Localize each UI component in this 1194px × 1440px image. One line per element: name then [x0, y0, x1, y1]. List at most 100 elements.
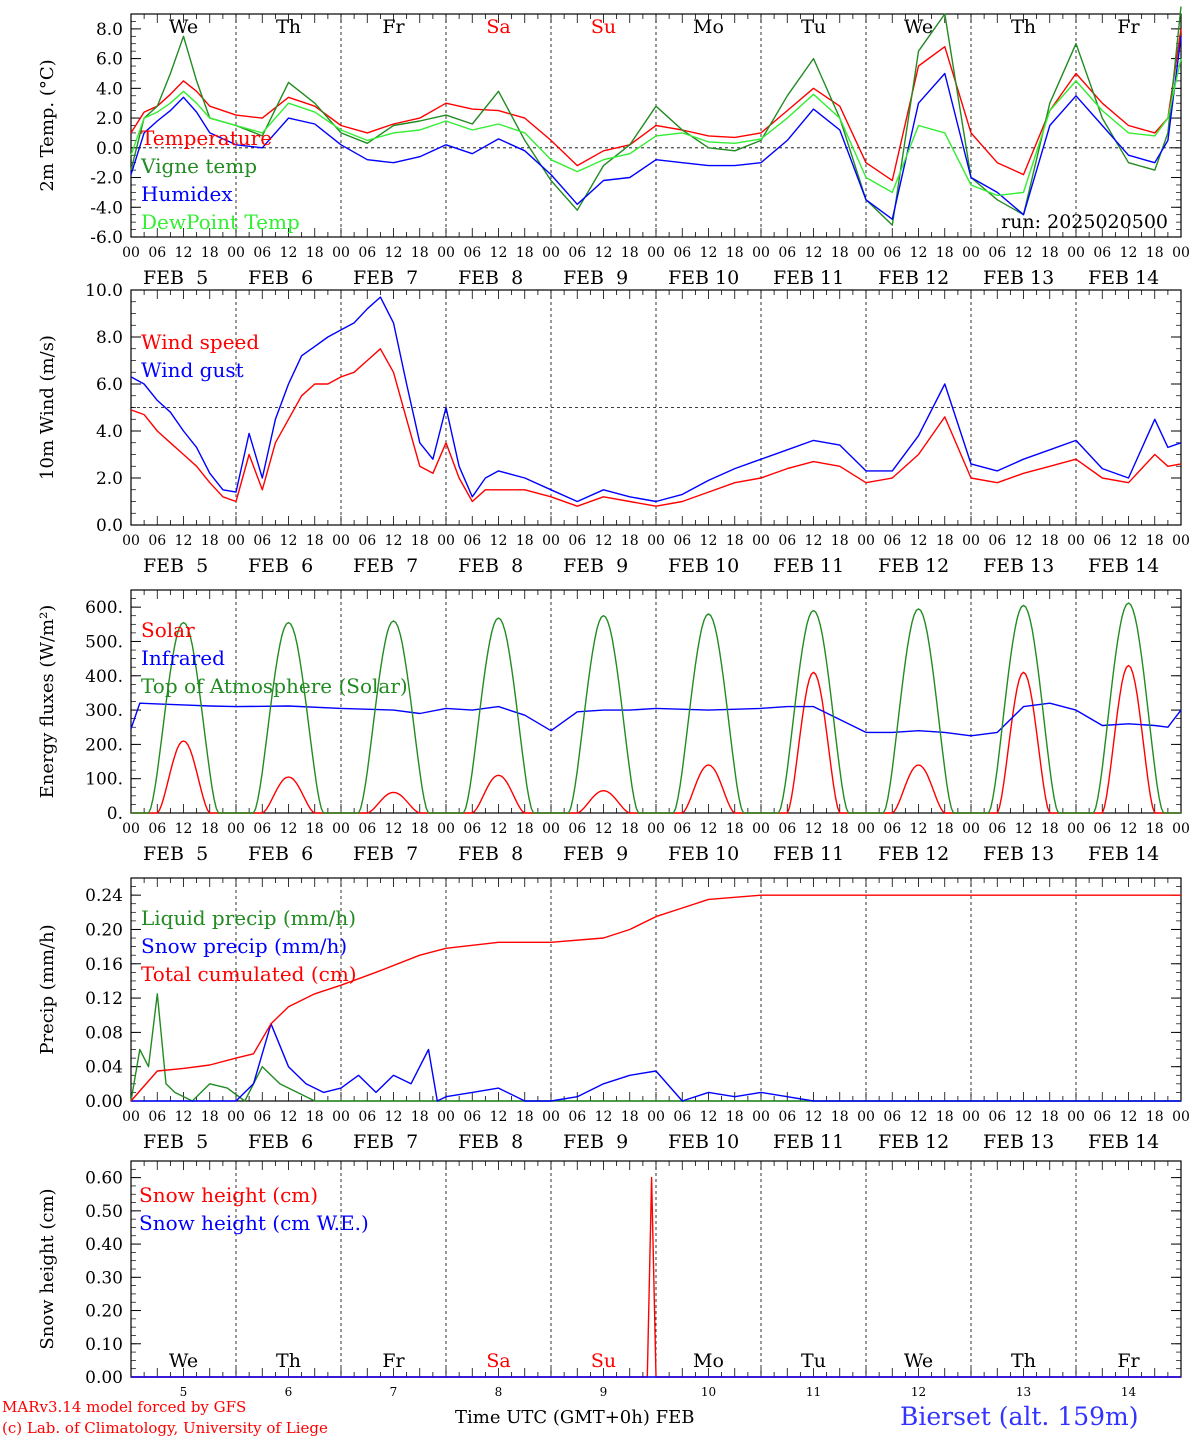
x-hour-label: 06 [463, 821, 481, 837]
series-line-vigne-temp [130, 6, 1182, 226]
y-tick-label: 2.0 [96, 109, 123, 129]
legend-entry: Wind gust [141, 358, 244, 382]
x-date-label: FEB 13 [983, 555, 1054, 577]
y-tick-label: 600. [85, 598, 123, 618]
x-hour-label: 18 [726, 1109, 744, 1125]
x-hour-label: 00 [752, 1109, 770, 1125]
x-hour-label: 00 [647, 533, 665, 549]
x-hour-label: 00 [1172, 821, 1190, 837]
panel-5: 0.00 0.10 0.20 0.30 0.40 0.50 0.60 Snow height … [37, 1160, 1182, 1399]
x-hour-label: 18 [1041, 533, 1059, 549]
weekday-label: Su [591, 16, 616, 38]
legend-entry: Humidex [141, 182, 233, 206]
x-hour-label: 12 [1120, 821, 1138, 837]
y-tick-label: 4.0 [96, 79, 123, 99]
x-hour-label: 06 [358, 245, 376, 261]
x-hour-label: 18 [1041, 245, 1059, 261]
x-hour-label: 12 [175, 533, 193, 549]
x-hour-label: 12 [280, 245, 298, 261]
x-hour-label: 06 [568, 821, 586, 837]
x-hour-label: 12 [490, 1109, 508, 1125]
x-hour-label: 12 [595, 1109, 613, 1125]
x-date-label: FEB 6 [248, 1131, 313, 1153]
x-date-label: FEB 13 [983, 843, 1054, 865]
x-hour-label: 12 [910, 821, 928, 837]
x-hour-label: 12 [1015, 533, 1033, 549]
x-date-label: FEB 7 [353, 267, 418, 289]
x-hour-label: 06 [883, 245, 901, 261]
x-hour-label: 00 [752, 245, 770, 261]
x-hour-label: 06 [778, 245, 796, 261]
x-hour-label: 06 [253, 245, 271, 261]
series-line-dewpoint-temp [130, 58, 1182, 197]
x-hour-label: 00 [227, 821, 245, 837]
y-tick-label: 0.10 [85, 1335, 123, 1355]
x-date-label: FEB 9 [563, 555, 628, 577]
x-hour-label: 00 [752, 821, 770, 837]
x-date-label: FEB 12 [878, 843, 949, 865]
x-hour-label: 00 [542, 245, 560, 261]
y-tick-label: 200. [85, 735, 123, 755]
x-hour-label: 18 [1146, 245, 1164, 261]
x-date-label: FEB 13 [983, 267, 1054, 289]
x-hour-label: 06 [883, 1109, 901, 1125]
x-hour-label: 18 [306, 821, 324, 837]
y-tick-label: 300. [85, 701, 123, 721]
x-date-label: FEB 5 [143, 1131, 208, 1153]
legend-entry: Temperature [141, 126, 272, 150]
y-tick-label: 0.16 [85, 955, 123, 975]
x-hour-label: 00 [857, 533, 875, 549]
legend-entry: Snow height (cm W.E.) [139, 1211, 369, 1235]
weekday-label: Th [1011, 16, 1036, 38]
legend-entry: Solar [141, 618, 195, 642]
y-tick-label: 4.0 [96, 422, 123, 442]
x-date-label: FEB 5 [143, 267, 208, 289]
y-tick-label: 400. [85, 667, 123, 687]
day-number-label: 8 [495, 1385, 503, 1399]
y-tick-label: 0.20 [85, 920, 123, 940]
x-hour-label: 06 [568, 1109, 586, 1125]
x-hour-label: 00 [857, 821, 875, 837]
x-hour-label: 06 [463, 1109, 481, 1125]
legend-entry: Snow precip (mm/h) [141, 934, 347, 958]
x-date-label: FEB 5 [143, 555, 208, 577]
x-hour-label: 12 [700, 1109, 718, 1125]
meteogram-chart: -6.0 -4.0 -2.0 0.0 2.0 4.0 6.0 8.0 2m Temp. (°C)… [37, 6, 1190, 1399]
x-hour-label: 00 [647, 1109, 665, 1125]
x-hour-label: 18 [831, 533, 849, 549]
x-date-label: FEB 9 [563, 267, 628, 289]
x-hour-label: 12 [700, 245, 718, 261]
weekday-label: Tu [801, 1350, 826, 1372]
station-name: Bierset (alt. 159m) [900, 1402, 1139, 1431]
x-date-label: FEB 11 [773, 267, 844, 289]
x-hour-label: 00 [437, 245, 455, 261]
x-hour-label: 00 [857, 245, 875, 261]
x-hour-label: 12 [1120, 1109, 1138, 1125]
weekday-label: Mo [693, 16, 724, 38]
x-hour-label: 06 [778, 821, 796, 837]
weekday-label: Fr [1117, 16, 1140, 38]
x-hour-label: 12 [700, 821, 718, 837]
weekday-label: We [904, 1350, 933, 1372]
x-hour-label: 18 [516, 821, 534, 837]
legend-entry: Vigne temp [140, 154, 257, 178]
x-hour-label: 06 [148, 1109, 166, 1125]
day-number-label: 6 [285, 1385, 293, 1399]
x-hour-label: 18 [306, 533, 324, 549]
x-hour-label: 12 [175, 821, 193, 837]
x-hour-label: 06 [883, 533, 901, 549]
x-date-label: FEB 8 [458, 267, 523, 289]
x-date-label: FEB 10 [668, 555, 739, 577]
x-date-label: FEB 6 [248, 555, 313, 577]
x-hour-label: 00 [437, 821, 455, 837]
day-number-label: 12 [911, 1385, 926, 1399]
x-hour-label: 18 [1146, 821, 1164, 837]
weekday-label: Su [591, 1350, 616, 1372]
y-tick-label: 0.30 [85, 1268, 123, 1288]
run-label: run: 2025020500 [1001, 211, 1168, 233]
x-hour-label: 18 [516, 533, 534, 549]
x-hour-label: 12 [1015, 1109, 1033, 1125]
x-hour-label: 06 [778, 533, 796, 549]
x-date-label: FEB 8 [458, 1131, 523, 1153]
